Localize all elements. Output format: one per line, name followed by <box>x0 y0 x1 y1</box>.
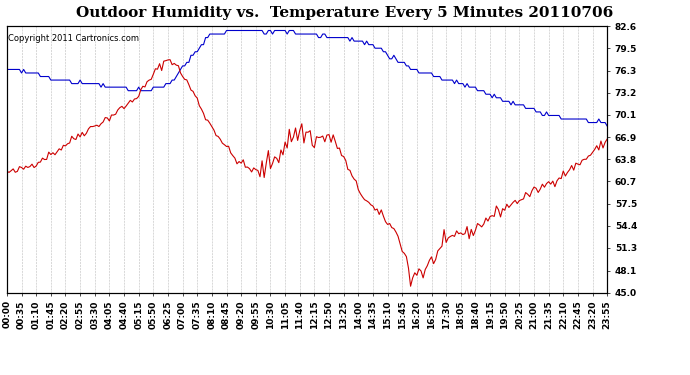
Text: Copyright 2011 Cartronics.com: Copyright 2011 Cartronics.com <box>8 34 139 43</box>
Text: Outdoor Humidity vs.  Temperature Every 5 Minutes 20110706: Outdoor Humidity vs. Temperature Every 5… <box>77 6 613 20</box>
